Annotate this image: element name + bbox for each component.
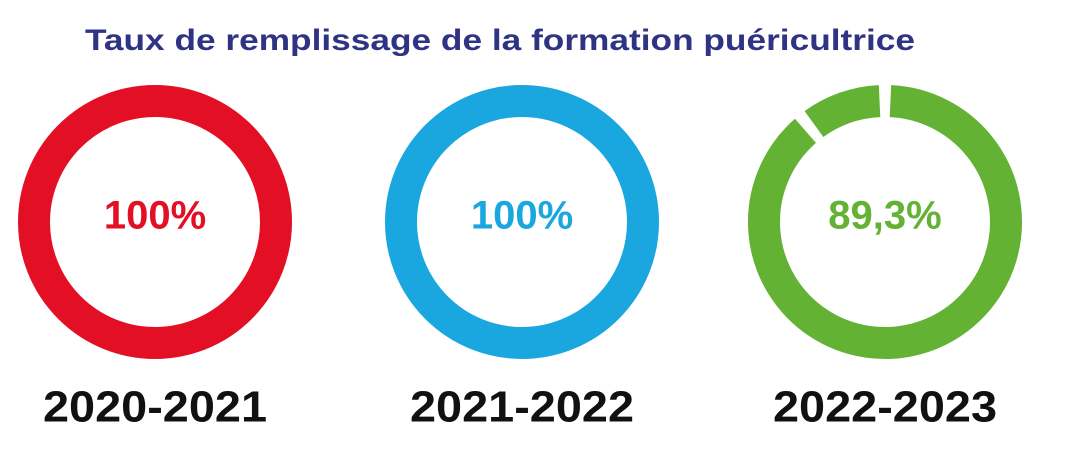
year-label: 2020-2021 [43, 383, 267, 432]
donut-ring [18, 85, 292, 359]
title: Taux de remplissage de la formation puér… [85, 24, 915, 57]
donut-remainder [804, 85, 881, 138]
donut-ring [385, 85, 659, 359]
year-label: 2022-2023 [773, 383, 997, 432]
year-label: 2021-2022 [410, 383, 634, 432]
value-label: 89,3% [828, 194, 941, 238]
donut-segment [748, 85, 1022, 359]
value-label: 100% [104, 194, 206, 238]
value-label: 100% [471, 194, 573, 238]
